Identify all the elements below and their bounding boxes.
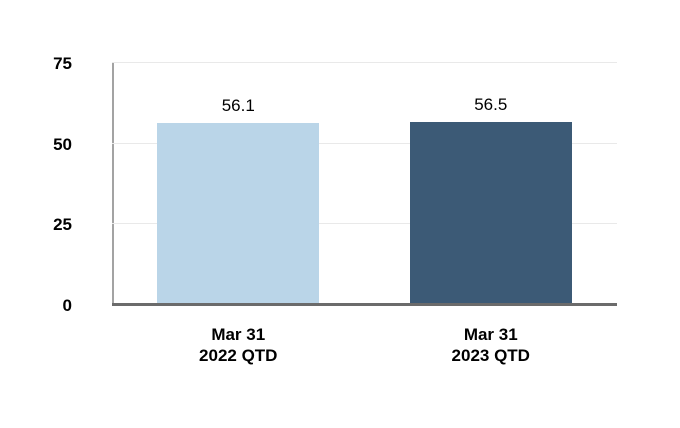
y-tick-label-0: 0 bbox=[62, 296, 72, 315]
y-tick-label-25: 25 bbox=[53, 215, 72, 235]
y-axis-line bbox=[112, 62, 114, 305]
bar-value-label: 56.5 bbox=[474, 94, 508, 114]
gridline-50 bbox=[112, 142, 617, 144]
y-axis-tick-labels: 0 25 50 75 bbox=[30, 54, 90, 315]
x-category-label: Mar 31 2022 QTD bbox=[138, 324, 338, 366]
x-axis-category-labels: Mar 31 2022 QTD Mar 31 2023 QTD bbox=[112, 320, 617, 380]
x-category-label-line: Mar 31 bbox=[463, 325, 518, 344]
gridline-75 bbox=[112, 62, 617, 63]
bar-mar-31-2022-qtd bbox=[157, 122, 320, 304]
x-category-label: Mar 31 2023 QTD bbox=[391, 324, 591, 366]
x-category-label-line: 2023 QTD bbox=[451, 346, 530, 365]
x-category-label-line: 2022 QTD bbox=[199, 346, 278, 365]
gridline-25 bbox=[112, 223, 617, 225]
y-tick-label-75: 75 bbox=[53, 54, 72, 73]
bar-value-label: 56.1 bbox=[221, 95, 255, 115]
bar-mar-31-2023-qtd bbox=[409, 121, 572, 304]
x-category-label-line: Mar 31 bbox=[211, 325, 266, 344]
x-axis-line bbox=[112, 303, 617, 306]
plot-area: 56.1 56.5 bbox=[112, 62, 617, 304]
y-tick-label-50: 50 bbox=[53, 134, 72, 154]
